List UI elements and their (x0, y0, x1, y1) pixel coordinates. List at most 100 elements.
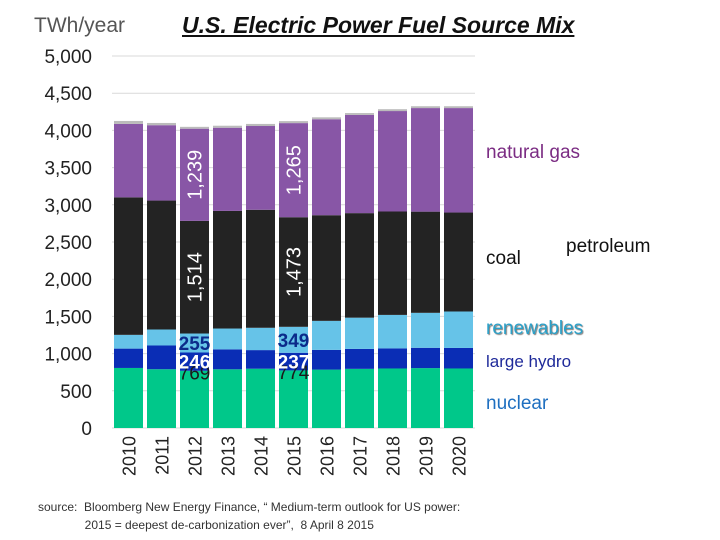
y-tick-label: 2,000 (44, 270, 92, 291)
bar-nuclear-2014 (246, 368, 275, 428)
x-tick-label-2020: 2020 (450, 436, 470, 476)
chart-title: U.S. Electric Power Fuel Source Mix (182, 12, 575, 38)
y-tick-labels: 0 500 1,000 1,500 2,000 2,500 3,000 3,500 4,000 4… (44, 47, 92, 440)
y-tick-label: 3,000 (44, 196, 92, 217)
bar-petroleum-2015 (279, 121, 308, 124)
y-tick-label: 500 (60, 382, 92, 403)
bar-renewables-2013 (213, 328, 242, 350)
bar-nuclear-2018 (378, 368, 407, 428)
bar-large-hydro-2020 (444, 347, 473, 369)
bar-natural-gas-2015 (279, 123, 308, 218)
bar-natural-gas-2012 (180, 128, 209, 221)
bar-natural-gas-2019 (411, 108, 440, 212)
bar-large-hydro-2010 (114, 348, 143, 368)
bar-renewables-2020 (444, 311, 473, 348)
bar-coal-2014 (246, 209, 275, 328)
bar-natural-gas-2016 (312, 119, 341, 216)
y-tick-label: 4,000 (44, 121, 92, 142)
bar-coal-2018 (378, 211, 407, 315)
bars (114, 106, 473, 428)
bar-petroleum-2010 (114, 120, 143, 124)
data-label-large-hydro-2015: 237 (278, 353, 310, 374)
bar-nuclear-2015 (279, 370, 308, 428)
y-tick-label: 5,000 (44, 47, 92, 68)
bar-coal-2019 (411, 211, 440, 313)
x-tick-label-2010: 2010 (120, 436, 140, 476)
x-tick-labels: 2010 2011 2012 2013 2014 2015 2016 2017 2018 2019… (120, 436, 470, 476)
bar-nuclear-2013 (213, 369, 242, 428)
bar-renewables-2011 (147, 329, 176, 346)
bar-petroleum-2012 (180, 126, 209, 129)
bar-large-hydro-2017 (345, 348, 374, 369)
bar-large-hydro-2013 (213, 349, 242, 370)
x-tick-label-2011: 2011 (153, 436, 173, 475)
data-label-large-hydro-2012: 246 (179, 353, 211, 374)
bar-natural-gas-2014 (246, 126, 275, 210)
bar-petroleum-2013 (213, 125, 242, 128)
bar-petroleum-2020 (444, 106, 473, 109)
bar-natural-gas-2020 (444, 108, 473, 213)
bar-natural-gas-2017 (345, 114, 374, 214)
x-tick-label-2018: 2018 (384, 436, 404, 476)
bar-large-hydro-2012 (180, 352, 209, 371)
data-label-nuclear-2015: 774 (278, 363, 310, 384)
y-tick-label: 0 (81, 419, 92, 440)
series-label-large-hydro: large hydro (486, 352, 572, 371)
data-label-coal-2015: 1,473 (284, 247, 306, 297)
bar-petroleum-2014 (246, 123, 275, 127)
series-label-petroleum: petroleum (566, 236, 651, 257)
bar-renewables-2017 (345, 317, 374, 349)
x-tick-label-2016: 2016 (318, 436, 338, 476)
bar-coal-2013 (213, 210, 242, 329)
x-tick-label-2019: 2019 (417, 436, 437, 476)
bar-large-hydro-2016 (312, 349, 341, 370)
bar-nuclear-2017 (345, 368, 374, 428)
x-tick-label-2013: 2013 (219, 436, 239, 476)
data-label-coal-2012: 1,514 (185, 252, 207, 302)
bar-natural-gas-2013 (213, 127, 242, 211)
series-label-coal: coal (486, 248, 521, 269)
bar-petroleum-2016 (312, 117, 341, 120)
bar-petroleum-2011 (147, 122, 176, 126)
bar-nuclear-2011 (147, 369, 176, 428)
y-tick-label: 4,500 (44, 84, 92, 105)
bar-natural-gas-2018 (378, 111, 407, 212)
data-label-natural-gas-2012: 1,239 (185, 150, 207, 200)
bar-natural-gas-2010 (114, 123, 143, 198)
bar-large-hydro-2014 (246, 350, 275, 369)
bar-coal-2015 (279, 217, 308, 327)
bar-renewables-2010 (114, 334, 143, 349)
bar-petroleum-2019 (411, 106, 440, 109)
bar-large-hydro-2011 (147, 345, 176, 370)
x-tick-label-2017: 2017 (351, 436, 371, 476)
y-tick-label: 2,500 (44, 233, 92, 254)
bar-nuclear-2016 (312, 369, 341, 428)
bar-petroleum-2018 (378, 109, 407, 112)
y-tick-label: 3,500 (44, 159, 92, 180)
y-tick-label: 1,000 (44, 345, 92, 366)
data-label-natural-gas-2015: 1,265 (284, 145, 306, 195)
bar-renewables-2018 (378, 314, 407, 349)
bar-coal-2020 (444, 212, 473, 312)
bar-nuclear-2020 (444, 368, 473, 428)
bar-coal-2016 (312, 215, 341, 321)
data-label-nuclear-2012: 769 (179, 363, 211, 384)
bar-natural-gas-2011 (147, 125, 176, 201)
x-tick-label-2014: 2014 (252, 436, 272, 476)
bar-large-hydro-2018 (378, 348, 407, 369)
bar-renewables-2014 (246, 327, 275, 351)
series-label-natural-gas: natural gas (486, 142, 581, 163)
series-label-nuclear: nuclear (486, 393, 549, 414)
source-note: source: Bloomberg New Energy Finance, “ … (38, 500, 461, 532)
bar-renewables-2012 (180, 333, 209, 353)
bar-coal-2010 (114, 197, 143, 335)
y-tick-label: 1,500 (44, 307, 92, 328)
bar-large-hydro-2015 (279, 352, 308, 371)
bar-renewables-2016 (312, 320, 341, 350)
bar-renewables-2019 (411, 312, 440, 348)
data-labels: 769 774 246 237 255 349 1,514 1,473 1,239 1,265 (179, 145, 310, 384)
x-tick-label-2015: 2015 (285, 436, 305, 476)
bar-petroleum-2017 (345, 113, 374, 115)
bar-nuclear-2010 (114, 367, 143, 428)
